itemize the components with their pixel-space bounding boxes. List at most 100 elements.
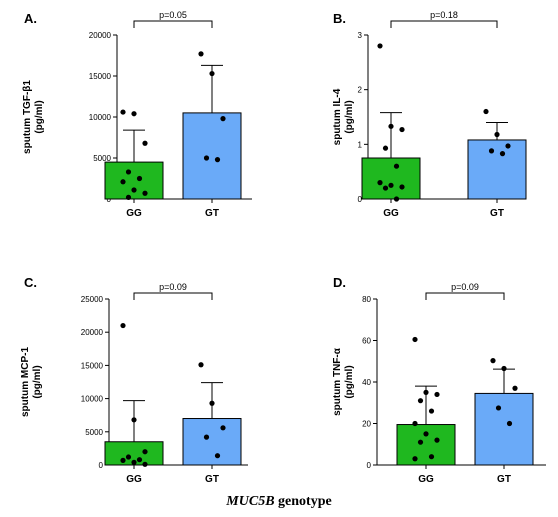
- data-point: [412, 456, 418, 462]
- bar-gt: [474, 392, 534, 466]
- x-tick-label: GT: [497, 474, 511, 485]
- data-point: [125, 169, 132, 175]
- y-tick-label: 5000: [93, 154, 111, 163]
- data-point: [488, 148, 495, 154]
- y-tick-label: 20000: [81, 328, 104, 337]
- data-point: [131, 187, 137, 193]
- data-point: [417, 398, 424, 404]
- y-tick-label: 2: [358, 86, 363, 95]
- data-point: [142, 190, 148, 196]
- data-point: [209, 70, 215, 77]
- data-point: [428, 408, 435, 414]
- data-point: [209, 400, 215, 406]
- data-point: [120, 322, 126, 329]
- y-tick-label: 0: [367, 461, 372, 470]
- significance-bracket: [133, 292, 213, 300]
- data-point: [393, 196, 400, 202]
- data-point: [131, 111, 137, 117]
- data-point: [198, 51, 204, 57]
- data-point: [142, 449, 148, 455]
- y-tick-label: 60: [362, 337, 371, 346]
- significance-bracket: [133, 20, 213, 28]
- data-point: [423, 431, 429, 437]
- x-tick-label: GG: [383, 208, 399, 219]
- gene-name: MUC5B: [226, 494, 275, 509]
- y-tick-label: 1: [358, 140, 363, 149]
- data-point: [131, 459, 137, 465]
- y-tick-label: 20: [362, 420, 371, 429]
- data-point: [434, 391, 440, 398]
- bar-gt: [182, 112, 242, 200]
- y-axis-unit: (pg/ml): [34, 100, 45, 133]
- y-tick-label: 0: [358, 195, 363, 204]
- y-tick-label: 40: [362, 378, 371, 387]
- data-point: [417, 439, 424, 445]
- data-point: [512, 385, 518, 391]
- x-tick-label: GT: [490, 208, 504, 219]
- data-point: [125, 454, 132, 460]
- x-tick-label: GT: [205, 474, 219, 485]
- data-point: [428, 454, 435, 460]
- data-point: [136, 175, 143, 182]
- data-point: [125, 194, 132, 200]
- y-axis-label: sputum MCP-1: [20, 347, 31, 417]
- significance-bracket: [390, 20, 498, 28]
- figure-caption: MUC5B genotype: [0, 494, 558, 510]
- y-axis-unit: (pg/ml): [344, 100, 355, 133]
- data-point: [490, 358, 496, 364]
- data-point: [220, 116, 226, 122]
- data-point: [423, 389, 429, 395]
- data-point: [214, 157, 221, 163]
- data-point: [412, 420, 418, 427]
- data-point: [214, 453, 221, 459]
- x-tick-label: GG: [418, 474, 434, 485]
- data-point: [506, 420, 513, 427]
- p-value-label: p=0.09: [451, 282, 479, 292]
- data-point: [198, 362, 204, 368]
- y-axis-unit: (pg/ml): [32, 365, 43, 398]
- y-tick-label: 80: [362, 295, 371, 304]
- data-point: [203, 155, 210, 161]
- p-value-label: p=0.05: [159, 10, 187, 20]
- y-tick-label: 15000: [81, 361, 104, 370]
- panel-label: A.: [24, 11, 37, 26]
- data-point: [495, 405, 502, 411]
- panel-label: D.: [333, 275, 346, 290]
- data-point: [388, 182, 394, 188]
- data-point: [136, 457, 143, 463]
- data-point: [220, 425, 226, 431]
- p-value-label: p=0.09: [159, 282, 187, 292]
- data-point: [499, 151, 506, 157]
- x-tick-label: GG: [126, 208, 142, 219]
- significance-bracket: [425, 292, 505, 300]
- data-point: [388, 123, 394, 129]
- y-tick-label: 5000: [85, 428, 103, 437]
- data-point: [501, 365, 507, 372]
- y-tick-label: 0: [99, 461, 104, 470]
- y-tick-label: 20000: [89, 31, 112, 40]
- data-point: [377, 180, 383, 186]
- data-point: [120, 109, 126, 115]
- bar-gg: [104, 161, 164, 200]
- data-point: [434, 437, 440, 443]
- bar-gt: [467, 139, 527, 200]
- data-point: [120, 457, 126, 463]
- y-axis-label: sputum IL-4: [332, 88, 343, 145]
- data-point: [142, 461, 148, 467]
- panel-label: B.: [333, 11, 346, 26]
- y-tick-label: 3: [358, 31, 363, 40]
- p-value-label: p=0.18: [430, 10, 458, 20]
- data-point: [382, 185, 389, 191]
- panel-label: C.: [24, 275, 37, 290]
- data-point: [131, 417, 137, 423]
- y-axis-unit: (pg/ml): [344, 365, 355, 398]
- data-point: [142, 140, 148, 146]
- y-tick-label: 15000: [89, 72, 112, 81]
- data-point: [382, 145, 389, 151]
- bar-gg: [361, 157, 421, 200]
- data-point: [399, 126, 405, 133]
- data-point: [494, 131, 500, 138]
- data-point: [393, 163, 400, 169]
- y-axis-label: sputum TNF-α: [332, 347, 343, 416]
